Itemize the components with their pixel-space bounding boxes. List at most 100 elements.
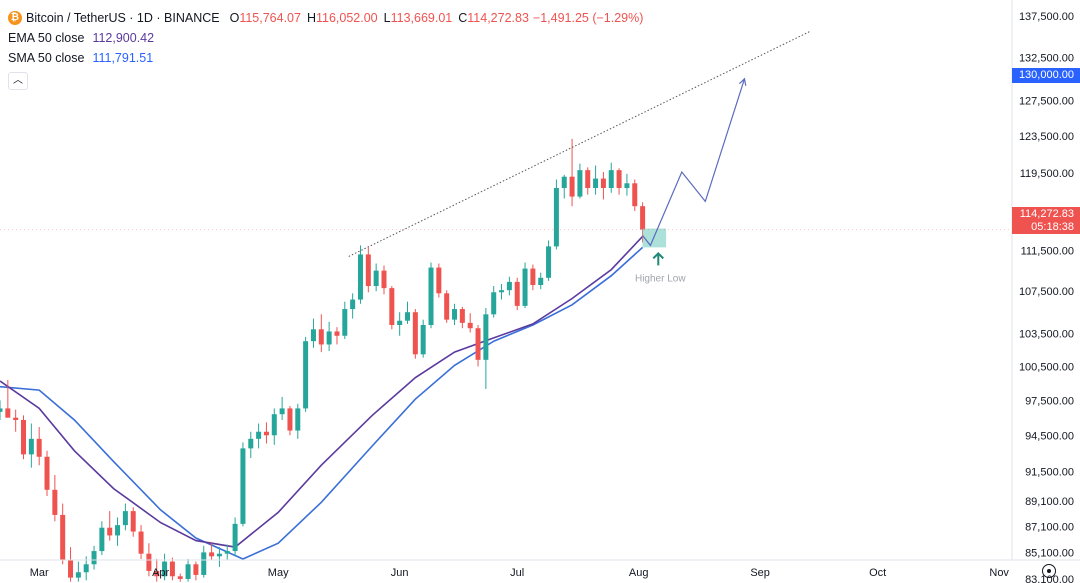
- candle-up[interactable]: [248, 431, 254, 458]
- candle-down[interactable]: [5, 379, 11, 418]
- candle-up[interactable]: [99, 521, 105, 556]
- candle-body[interactable]: [0, 408, 3, 412]
- candle-down[interactable]: [52, 475, 58, 522]
- candle-body[interactable]: [271, 414, 277, 436]
- candle-up[interactable]: [608, 162, 614, 193]
- candle-body[interactable]: [405, 312, 411, 321]
- candle-body[interactable]: [381, 270, 387, 289]
- candle-body[interactable]: [216, 553, 222, 557]
- candle-down[interactable]: [60, 503, 66, 565]
- candle-up[interactable]: [420, 319, 426, 358]
- drawings[interactable]: Higher Low: [0, 30, 1012, 285]
- candle-body[interactable]: [624, 183, 630, 189]
- candle-body[interactable]: [185, 564, 191, 579]
- candle-up[interactable]: [624, 173, 630, 196]
- candle-down[interactable]: [459, 306, 465, 329]
- candle-body[interactable]: [640, 206, 646, 230]
- candle-body[interactable]: [522, 268, 528, 306]
- candle-up[interactable]: [577, 163, 583, 199]
- candle-body[interactable]: [177, 576, 183, 579]
- candle-down[interactable]: [436, 263, 442, 298]
- candle-body[interactable]: [146, 553, 152, 571]
- candle-body[interactable]: [263, 431, 269, 436]
- candle-body[interactable]: [616, 170, 622, 189]
- candle-up[interactable]: [522, 262, 528, 308]
- candle-body[interactable]: [546, 246, 552, 278]
- candle-body[interactable]: [28, 438, 34, 455]
- candle-body[interactable]: [279, 408, 285, 415]
- candle-up[interactable]: [405, 301, 411, 324]
- candle-body[interactable]: [373, 270, 379, 287]
- projection-path[interactable]: [642, 78, 746, 247]
- candle-body[interactable]: [499, 290, 505, 293]
- candle-down[interactable]: [209, 541, 215, 561]
- candle-body[interactable]: [138, 531, 144, 554]
- candle-body[interactable]: [585, 170, 591, 189]
- candle-down[interactable]: [412, 309, 418, 359]
- sma-row[interactable]: SMA 50 close 111,791.51: [8, 48, 647, 68]
- candle-body[interactable]: [600, 178, 606, 189]
- candle-body[interactable]: [342, 309, 348, 336]
- candle-body[interactable]: [83, 564, 89, 573]
- candle-body[interactable]: [13, 417, 19, 421]
- candle-body[interactable]: [632, 183, 638, 207]
- candle-body[interactable]: [538, 277, 544, 286]
- candle-down[interactable]: [107, 511, 113, 541]
- candle-body[interactable]: [412, 312, 418, 355]
- candle-down[interactable]: [130, 507, 136, 537]
- candle-body[interactable]: [436, 267, 442, 294]
- candle-up[interactable]: [122, 503, 128, 531]
- candle-body[interactable]: [389, 288, 395, 326]
- candle-down[interactable]: [365, 247, 371, 293]
- candle-up[interactable]: [357, 245, 363, 304]
- candle-up[interactable]: [452, 303, 458, 326]
- candle-body[interactable]: [357, 254, 363, 300]
- symbol-title[interactable]: Bitcoin / TetherUS · 1D · BINANCE: [26, 11, 220, 25]
- candle-up[interactable]: [483, 307, 489, 389]
- candle-body[interactable]: [21, 420, 27, 455]
- candle-up[interactable]: [162, 553, 168, 581]
- candle-down[interactable]: [36, 427, 42, 466]
- candle-down[interactable]: [169, 557, 175, 581]
- candle-up[interactable]: [397, 312, 403, 336]
- candle-body[interactable]: [91, 551, 97, 565]
- candle-down[interactable]: [475, 325, 481, 367]
- candle-body[interactable]: [240, 448, 246, 524]
- candle-body[interactable]: [420, 325, 426, 355]
- candle-down[interactable]: [381, 265, 387, 295]
- candle-up[interactable]: [224, 544, 230, 561]
- candle-body[interactable]: [326, 331, 332, 345]
- candle-body[interactable]: [491, 292, 497, 315]
- candle-body[interactable]: [608, 170, 614, 189]
- candle-down[interactable]: [13, 409, 19, 432]
- candle-up[interactable]: [295, 403, 301, 439]
- candle-up[interactable]: [553, 179, 559, 250]
- candle-body[interactable]: [99, 527, 105, 552]
- candle-down[interactable]: [514, 277, 520, 311]
- candle-body[interactable]: [350, 299, 356, 310]
- candle-body[interactable]: [444, 293, 450, 320]
- candle-up[interactable]: [303, 336, 309, 412]
- candle-down[interactable]: [44, 450, 50, 497]
- candle-body[interactable]: [506, 281, 512, 291]
- candle-down[interactable]: [389, 286, 395, 330]
- candle-up[interactable]: [271, 408, 277, 445]
- candle-up[interactable]: [499, 283, 505, 300]
- candle-body[interactable]: [107, 527, 113, 536]
- candle-body[interactable]: [154, 570, 160, 577]
- candle-body[interactable]: [577, 170, 583, 197]
- candle-up[interactable]: [546, 240, 552, 281]
- candle-down[interactable]: [318, 314, 324, 353]
- candle-body[interactable]: [115, 525, 121, 536]
- candle-up[interactable]: [91, 545, 97, 570]
- candle-down[interactable]: [68, 547, 74, 582]
- candle-body[interactable]: [209, 552, 215, 557]
- candle-up[interactable]: [0, 400, 3, 421]
- candle-body[interactable]: [303, 341, 309, 409]
- symbol-row[interactable]: ₿ Bitcoin / TetherUS · 1D · BINANCE O 11…: [8, 8, 647, 28]
- candles[interactable]: [0, 138, 646, 582]
- candle-down[interactable]: [177, 573, 183, 582]
- candle-body[interactable]: [514, 281, 520, 306]
- candle-down[interactable]: [569, 138, 575, 207]
